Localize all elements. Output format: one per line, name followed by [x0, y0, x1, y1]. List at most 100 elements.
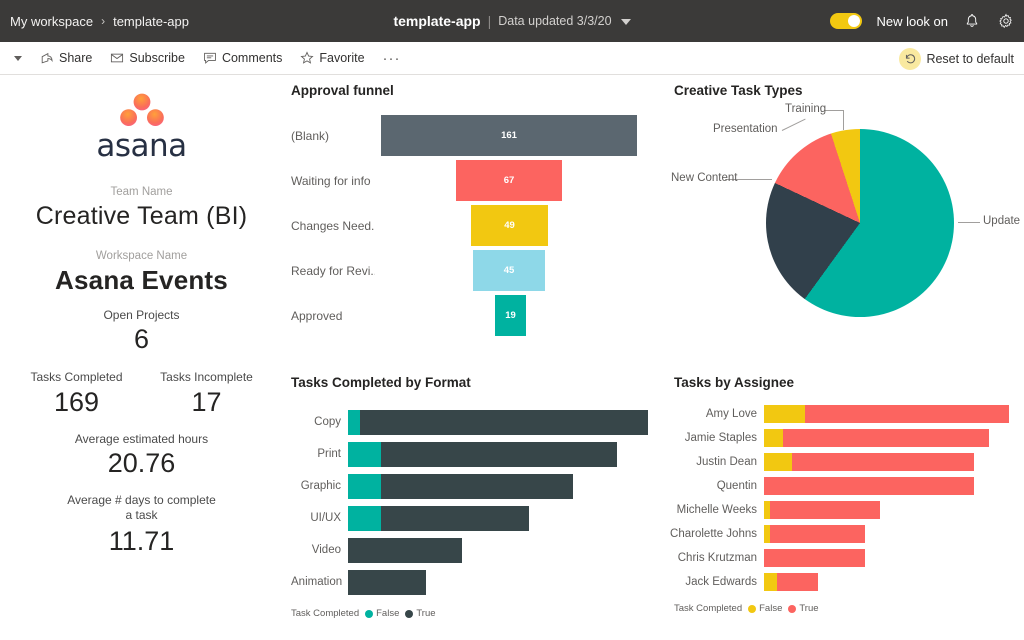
- bar-track: [764, 453, 1024, 471]
- bar-track: [348, 505, 665, 531]
- bar-segment-true[interactable]: [792, 453, 974, 471]
- bar-track: [348, 569, 665, 595]
- bar-row[interactable]: Chris Krutzman: [670, 547, 1024, 569]
- reset-to-default-button[interactable]: Reset to default: [926, 51, 1014, 66]
- new-look-toggle[interactable]: [830, 13, 863, 29]
- bar-segment-true[interactable]: [777, 573, 818, 591]
- tasks-by-assignee-visual[interactable]: Tasks by Assignee Amy Love Jamie Staples…: [665, 367, 1024, 640]
- bar-row[interactable]: Quentin: [670, 475, 1024, 497]
- bar-category-label: Quentin: [716, 480, 757, 492]
- tasks-completed-by-format-title: Tasks Completed by Format: [291, 375, 471, 390]
- bar-row[interactable]: Print: [291, 439, 665, 469]
- toggle-knob: [848, 15, 861, 27]
- avg-days-value: 11.71: [108, 526, 175, 556]
- bar-row[interactable]: Animation: [291, 567, 665, 597]
- funnel-row[interactable]: Changes Need... 49: [283, 203, 665, 248]
- undo-icon[interactable]: [899, 47, 922, 70]
- bar-segment-false[interactable]: [764, 429, 783, 447]
- bar-row[interactable]: Michelle Weeks: [670, 499, 1024, 521]
- legend-item-false[interactable]: False: [365, 608, 399, 619]
- bar-segment-true[interactable]: [381, 505, 529, 531]
- bar-segment-false[interactable]: [348, 441, 381, 467]
- bar-row[interactable]: Amy Love: [670, 403, 1024, 425]
- bar-segment-true[interactable]: [360, 409, 648, 435]
- pie-label-presentation: Presentation: [713, 123, 778, 135]
- favorite-button[interactable]: Favorite: [292, 47, 372, 69]
- more-options-button[interactable]: ···: [382, 49, 401, 67]
- bar-segment-false[interactable]: [764, 525, 770, 543]
- bell-icon[interactable]: [962, 11, 982, 31]
- workspace-name-value: Asana Events: [55, 265, 228, 295]
- comment-icon: [203, 51, 217, 65]
- bar-segment-true[interactable]: [348, 569, 426, 595]
- pie-leader-line: [958, 222, 980, 223]
- share-button[interactable]: Share: [32, 47, 100, 69]
- chevron-down-icon[interactable]: [620, 19, 631, 25]
- gear-icon[interactable]: [996, 11, 1016, 31]
- funnel-category-label: (Blank): [291, 128, 330, 143]
- tasks-incomplete-block: Tasks Incomplete 17: [148, 370, 266, 418]
- bar-row[interactable]: Video: [291, 535, 665, 565]
- funnel-row[interactable]: Ready for Revi... 45: [283, 248, 665, 293]
- bar-segment-false[interactable]: [348, 409, 360, 435]
- breadcrumb-current-item[interactable]: template-app: [113, 13, 189, 29]
- funnel-bar-value: 45: [473, 250, 545, 291]
- new-look-label: New look on: [876, 13, 948, 29]
- bar-segment-true[interactable]: [381, 441, 617, 467]
- bar-segment-true[interactable]: [381, 473, 573, 499]
- legend-item-false[interactable]: False: [748, 603, 782, 614]
- bar-track: [348, 473, 665, 499]
- bar-segment-true[interactable]: [770, 501, 880, 519]
- bar-row[interactable]: Graphic: [291, 471, 665, 501]
- bar-row[interactable]: Charolette Johns: [670, 523, 1024, 545]
- avg-days-label: Average # days to complete a task: [67, 493, 216, 522]
- approval-funnel-visual[interactable]: Approval funnel (Blank) 161 Waiting for …: [283, 75, 665, 367]
- avg-days-block: Average # days to complete a task 11.71: [0, 493, 283, 557]
- breadcrumb-workspace[interactable]: My workspace: [10, 13, 94, 29]
- bar-row[interactable]: Copy: [291, 407, 665, 437]
- subscribe-button[interactable]: Subscribe: [102, 47, 193, 69]
- funnel-category-label: Approved: [291, 308, 343, 323]
- workspace-name-label: Workspace Name: [95, 250, 188, 262]
- toolbar-expand-button[interactable]: [6, 52, 30, 65]
- avg-hours-label: Average estimated hours: [74, 432, 209, 446]
- funnel-bar-value: 67: [456, 160, 562, 201]
- funnel-row[interactable]: (Blank) 161: [283, 113, 665, 158]
- legend-item-true[interactable]: True: [788, 603, 819, 614]
- tasks-completed-by-format-visual[interactable]: Tasks Completed by Format Copy Print Gra…: [283, 367, 665, 640]
- legend-label: True: [416, 608, 436, 619]
- bar-row[interactable]: Jamie Staples: [670, 427, 1024, 449]
- comments-button[interactable]: Comments: [195, 47, 290, 69]
- bar-segment-true[interactable]: [770, 525, 865, 543]
- bar-segment-false[interactable]: [764, 453, 792, 471]
- legend-dot-icon: [405, 609, 414, 618]
- funnel-row[interactable]: Waiting for info 67: [283, 158, 665, 203]
- legend-title: Task Completed: [291, 608, 360, 619]
- bar-row[interactable]: Jack Edwards: [670, 571, 1024, 593]
- legend-title: Task Completed: [674, 603, 743, 614]
- bar-segment-false[interactable]: [348, 505, 381, 531]
- bar-segment-false[interactable]: [764, 501, 770, 519]
- toolbar-right-group: Reset to default: [899, 42, 1014, 75]
- bar-segment-false[interactable]: [764, 405, 805, 423]
- legend-item-true[interactable]: True: [405, 608, 436, 619]
- bar-segment-true[interactable]: [805, 405, 1009, 423]
- bar-row[interactable]: Justin Dean: [670, 451, 1024, 473]
- bar-segment-true[interactable]: [783, 429, 989, 447]
- bar-segment-true[interactable]: [348, 537, 462, 563]
- funnel-row[interactable]: Approved 19: [283, 293, 665, 338]
- pie-label-new-content: New Content: [671, 172, 738, 184]
- pie-chart[interactable]: [766, 129, 954, 317]
- funnel-track: 67: [375, 158, 665, 203]
- creative-task-types-visual[interactable]: Creative Task Types Update New Content P…: [665, 75, 1024, 367]
- pie-label-training: Training: [785, 103, 827, 115]
- task-counts-block: Tasks Completed 169 Tasks Incomplete 17: [0, 370, 283, 418]
- bar-segment-true[interactable]: [764, 477, 974, 495]
- asana-logo-icon: asana: [0, 93, 283, 164]
- bar-segment-false[interactable]: [764, 573, 777, 591]
- bar-segment-false[interactable]: [348, 473, 381, 499]
- chevron-down-icon: [14, 55, 22, 61]
- bar-row[interactable]: UI/UX: [291, 503, 665, 533]
- bar-track: [764, 573, 1024, 591]
- bar-segment-true[interactable]: [764, 549, 865, 567]
